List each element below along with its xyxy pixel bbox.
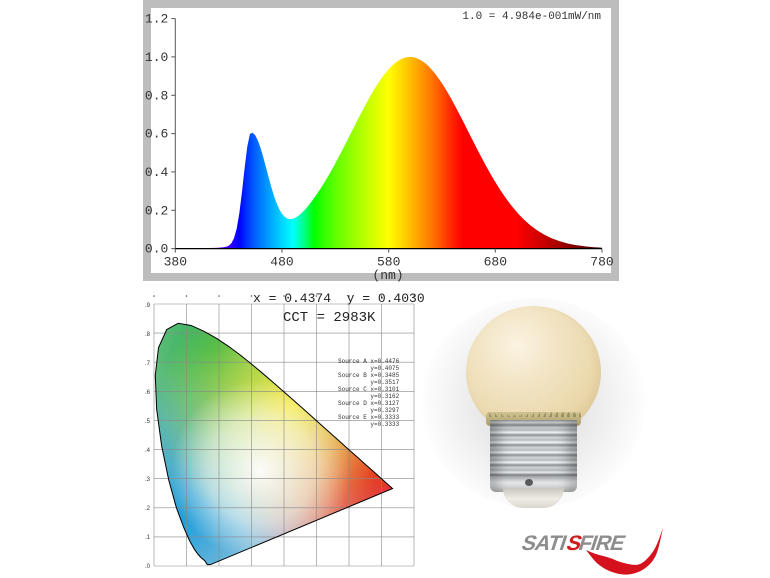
svg-text:.7: .7 (145, 361, 151, 367)
svg-text:680: 680 (484, 255, 507, 270)
svg-text:0.8: 0.8 (145, 88, 168, 103)
svg-text:.1: .1 (145, 535, 151, 541)
svg-text:.2: .2 (145, 506, 151, 512)
svg-text:480: 480 (270, 255, 293, 270)
svg-text:1.0 = 4.984e-001mW/nm: 1.0 = 4.984e-001mW/nm (462, 11, 601, 23)
svg-text:0.4: 0.4 (145, 165, 169, 180)
svg-text:(nm): (nm) (372, 268, 403, 283)
svg-text:SATI: SATI (519, 531, 570, 554)
svg-text:.9: .9 (145, 303, 151, 309)
svg-text:1.0: 1.0 (145, 50, 168, 65)
svg-text:.5: .5 (145, 419, 151, 425)
svg-text:380: 380 (164, 255, 187, 270)
svg-text:0.2: 0.2 (145, 203, 168, 218)
svg-text:.3: .3 (145, 477, 151, 483)
svg-text:.8: .8 (145, 332, 151, 338)
svg-text:1.2: 1.2 (145, 12, 168, 27)
svg-text:780: 780 (590, 255, 613, 270)
svg-text:FIRE: FIRE (576, 531, 629, 554)
svg-text:.0: .0 (145, 564, 151, 570)
svg-text:.4: .4 (145, 448, 151, 454)
svg-text:.6: .6 (145, 390, 151, 396)
svg-text:0.6: 0.6 (145, 127, 168, 142)
